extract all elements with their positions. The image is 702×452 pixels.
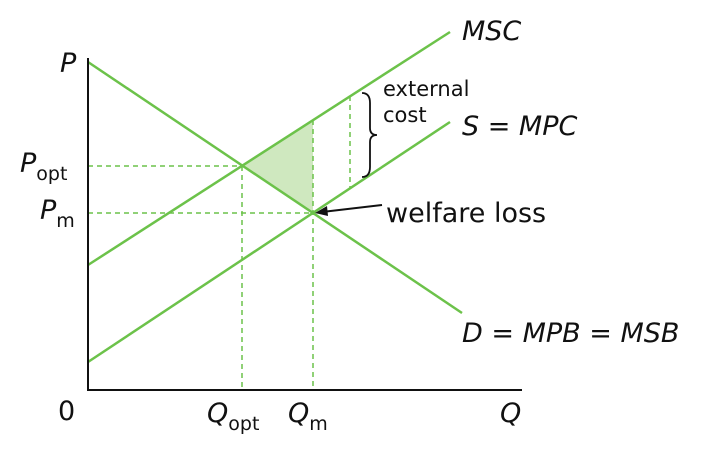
demand-curve — [87, 60, 463, 315]
pm-label: Pm — [40, 195, 75, 232]
axes — [87, 58, 522, 391]
qm-label: Qm — [288, 398, 328, 435]
qopt-label: Qopt — [207, 398, 259, 435]
welfare-loss-label: welfare loss — [386, 198, 546, 229]
supply-curve — [87, 120, 451, 364]
arrow — [321, 204, 383, 213]
external-cost-label: cost — [383, 103, 427, 127]
popt-label: Popt — [20, 148, 67, 185]
x-axis-label: Q — [500, 398, 521, 429]
msc-label: MSC — [462, 16, 521, 47]
arrowhead — [315, 206, 328, 216]
external-cost-label: external — [383, 77, 469, 101]
msc-curve — [87, 30, 451, 267]
welfare-loss-area — [242, 120, 313, 213]
demand-label: D = MPB = MSB — [462, 318, 679, 349]
supply-label: S = MPC — [462, 111, 578, 142]
brace — [361, 92, 378, 178]
origin-label: 0 — [58, 396, 75, 427]
y-axis-label: P — [60, 48, 77, 79]
